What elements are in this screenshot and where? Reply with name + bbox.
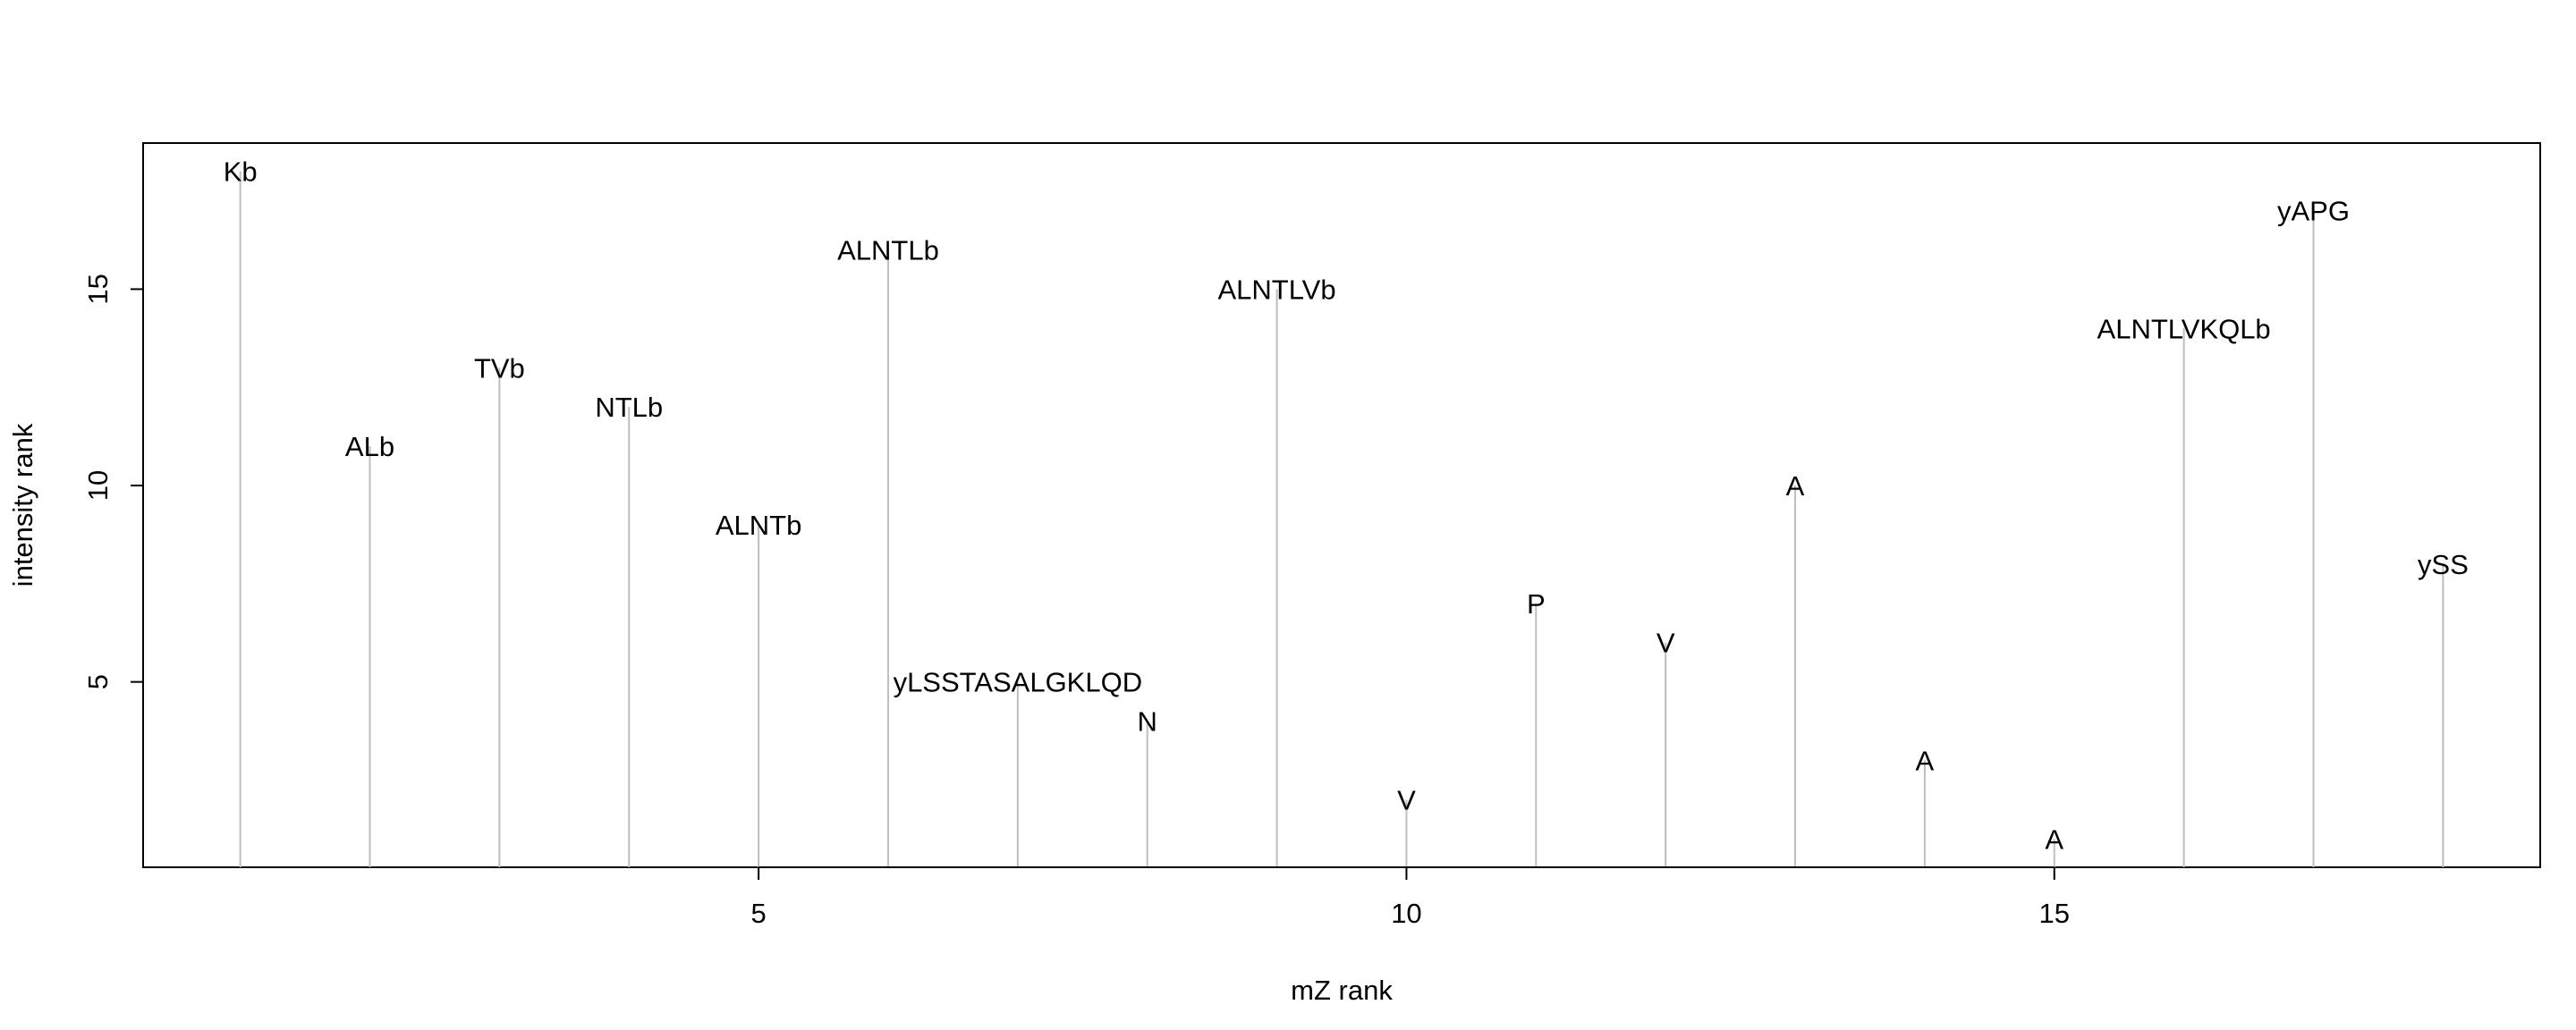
peak-label: Kb: [224, 156, 258, 188]
y-axis: 5 10 15: [82, 274, 144, 689]
peak-label: A: [1786, 470, 1805, 502]
peak-label: yLSSTASALGKLQD: [894, 667, 1143, 698]
x-tick-label: 15: [2039, 898, 2070, 929]
peak-label: N: [1138, 706, 1157, 738]
peak-label: V: [1397, 784, 1416, 815]
peak-label: NTLb: [595, 392, 663, 423]
x-tick-label: 5: [750, 898, 766, 929]
peak-label: ALNTb: [716, 510, 801, 541]
x-tick-label: 10: [1391, 898, 1421, 929]
peak-labels: Kb ALb TVb NTLb ALNTb ALNTLb yLSSTASALGKLQD N AL…: [224, 156, 2469, 856]
peak-label: ALNTLVKQLb: [2097, 313, 2271, 344]
peak-label: P: [1527, 588, 1546, 620]
plot-area-box: [142, 142, 2541, 868]
peak-label: yAPG: [2277, 196, 2350, 227]
y-axis-title: intensity rank: [7, 423, 38, 587]
peak-label: A: [1916, 746, 1935, 777]
needle-lines: [239, 171, 2445, 867]
x-axis-title: mZ rank: [1291, 975, 1393, 1006]
peak-label: ySS: [2418, 549, 2469, 580]
peak-label: V: [1657, 628, 1675, 659]
peak-label: TVb: [474, 352, 525, 384]
x-axis: 5 10 15: [750, 866, 2070, 929]
y-tick-label: 10: [82, 470, 114, 501]
peak-label: ALNTLVb: [1218, 274, 1336, 305]
peak-label: ALb: [345, 431, 394, 462]
peak-label: ALNTLb: [837, 234, 939, 266]
peak-label: A: [2045, 823, 2063, 855]
y-tick-label: 15: [82, 274, 114, 304]
y-tick-label: 5: [82, 674, 114, 689]
